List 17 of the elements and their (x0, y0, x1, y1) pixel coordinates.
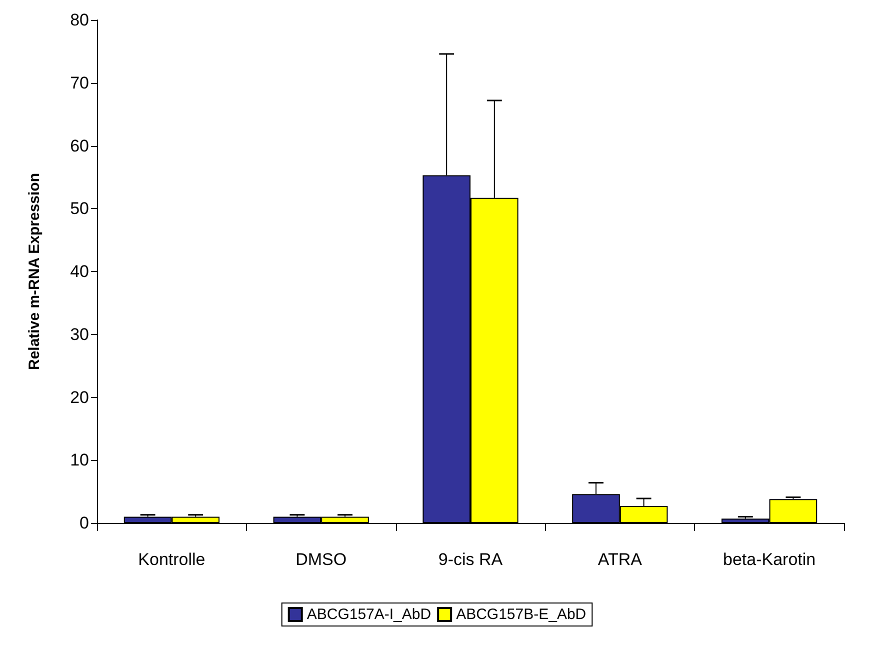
y-tick-label: 50 (70, 199, 89, 218)
x-tick-label: beta-Karotin (722, 550, 816, 569)
legend-label: ABCG157B-E_AbD (456, 606, 586, 623)
x-tick-label: 9-cis RA (438, 550, 504, 569)
y-tick-label: 60 (70, 136, 89, 156)
y-tick-label: 80 (70, 10, 89, 30)
y-tick-label: 20 (70, 388, 89, 407)
x-tick-label: ATRA (598, 550, 643, 569)
x-tick-label: DMSO (296, 550, 347, 569)
y-axis-title: Relative m-RNA Expression (26, 172, 43, 370)
y-tick-label: 40 (70, 262, 89, 281)
y-tick-label: 30 (70, 324, 89, 344)
y-tick-label: 0 (80, 514, 89, 532)
y-tick-label: 70 (70, 73, 89, 92)
x-tick-label: Kontrolle (138, 550, 206, 569)
y-tick-label: 10 (70, 450, 89, 470)
legend-label: ABCG157A-I_AbD (306, 606, 432, 623)
